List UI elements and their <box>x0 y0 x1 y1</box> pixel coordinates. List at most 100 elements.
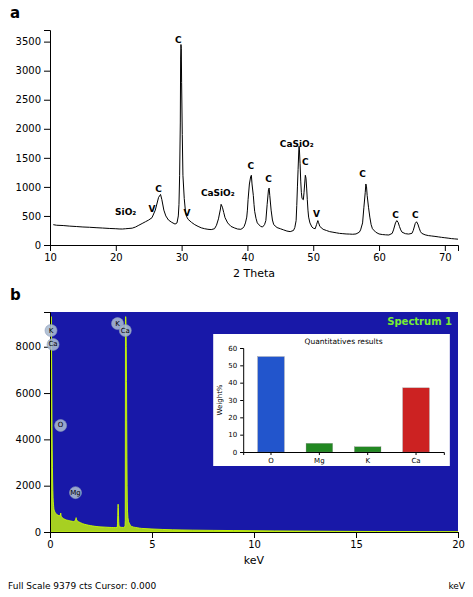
axis: 05101520 <box>47 532 465 550</box>
x-axis-title: keV <box>244 554 265 567</box>
inset-plot: O Mg K Ca 0 10 20 30 40 50 60 Quantitatives results… <box>216 337 444 465</box>
annotation: V <box>183 208 190 218</box>
axis: 0 2000 4000 6000 8000 <box>16 313 51 538</box>
annotations: KCaOMgKCa <box>45 318 131 499</box>
inset: O Mg K Ca 0 10 20 30 40 50 60 Quantitatives results… <box>213 334 450 466</box>
bars <box>258 357 430 452</box>
tick-label: 2000 <box>16 480 41 491</box>
tick-mark <box>44 216 50 217</box>
tick: 0 <box>233 449 243 457</box>
tick: O <box>268 452 274 465</box>
tick: 1000 <box>16 182 50 193</box>
annotation: V <box>149 204 156 214</box>
footer: Full Scale 9379 cts Cursor: 0.000 <box>8 581 156 591</box>
tick-label: 2500 <box>16 94 41 105</box>
tick-label: 70 <box>439 252 452 263</box>
panel-label: a <box>10 4 20 22</box>
tick-mark <box>116 245 117 251</box>
tick-label: 6000 <box>16 388 41 399</box>
annotation-bubble <box>119 325 131 337</box>
tick-mark <box>356 532 357 538</box>
tick-label: 50 <box>307 252 320 263</box>
tick-label: 30 <box>228 397 237 405</box>
y-axis-title: Weight% <box>216 384 224 415</box>
annotation: SiO₂ <box>115 207 136 217</box>
tick: 40 <box>242 245 255 263</box>
tick: 8000 <box>16 341 50 352</box>
tick: 20 <box>228 414 243 422</box>
axis-line <box>51 246 459 252</box>
axis: 0500100015002000250030003500 <box>16 31 51 251</box>
tick: 3500 <box>16 36 50 47</box>
tick: 50 <box>307 245 320 263</box>
annotation: O <box>58 421 64 429</box>
tick-mark <box>44 245 50 246</box>
tick: 40 <box>228 379 243 387</box>
bar <box>403 388 430 452</box>
tick-label: 0 <box>47 539 53 550</box>
tick-label: 1000 <box>16 182 41 193</box>
tick: Mg <box>314 452 324 465</box>
tick-label: 0 <box>233 449 237 457</box>
tick-mark <box>44 71 50 72</box>
tick: 4000 <box>16 434 50 445</box>
tick: Ca <box>411 452 420 465</box>
tick-label: 500 <box>22 211 41 222</box>
tick: 70 <box>439 245 452 263</box>
tick-label: 4000 <box>16 434 41 445</box>
annotation: K <box>49 327 54 335</box>
annotation-bubble <box>45 325 57 337</box>
tick-label: 40 <box>242 252 255 263</box>
tick-label: 10 <box>248 539 261 550</box>
area <box>50 317 458 532</box>
inset-title: Quantitatives results <box>304 337 382 346</box>
annotation-bubble <box>70 487 82 499</box>
tick: 60 <box>228 345 243 353</box>
tick-label: 50 <box>228 362 237 370</box>
tick-label: 3500 <box>16 36 41 47</box>
annotation: Ca <box>48 340 57 348</box>
tick-label: 0 <box>35 527 41 538</box>
annotation: C <box>392 210 399 220</box>
tick: 0 <box>35 527 50 538</box>
panel: 0510152002000400060008000keVSpectrum 1KC… <box>16 312 465 567</box>
tick-mark <box>240 417 243 418</box>
tick-label: 60 <box>228 345 237 353</box>
tick: 10 <box>44 245 57 263</box>
plot-background <box>50 312 458 532</box>
annotation: Mg <box>70 489 80 497</box>
axis-line <box>240 349 244 453</box>
tick-mark <box>44 532 50 533</box>
figure: 1020304050607005001000150020002500300035… <box>0 0 473 597</box>
tick-mark <box>240 452 243 453</box>
annotation-bubble <box>47 338 59 350</box>
tick: K <box>365 452 370 465</box>
axis: O Mg K Ca <box>244 452 445 465</box>
tick-mark <box>254 532 255 538</box>
tick-label: 10 <box>44 252 57 263</box>
tick: 60 <box>373 245 386 263</box>
tick-label: 3000 <box>16 65 41 76</box>
tick-label: 10 <box>228 431 237 439</box>
marks <box>50 317 458 532</box>
tick-mark <box>367 452 368 455</box>
annotation: V <box>313 209 320 219</box>
tick: 30 <box>228 397 243 405</box>
tick-label: K <box>365 457 370 465</box>
tick: 2000 <box>16 480 50 491</box>
tick: 20 <box>110 245 123 263</box>
annotation: Ca <box>121 327 130 335</box>
tick: 2000 <box>16 123 50 134</box>
tick-mark <box>182 245 183 251</box>
tick-label: O <box>268 457 274 465</box>
tick-label: 8000 <box>16 341 41 352</box>
annotation: C <box>359 169 366 179</box>
marks <box>53 45 458 240</box>
x-axis-title: 2 Theta <box>233 267 275 280</box>
tick-label: 2000 <box>16 123 41 134</box>
tick: 6000 <box>16 388 50 399</box>
tick-mark <box>44 393 50 394</box>
tick-label: 20 <box>452 539 465 550</box>
inset-background <box>213 334 450 466</box>
bar <box>354 447 381 452</box>
